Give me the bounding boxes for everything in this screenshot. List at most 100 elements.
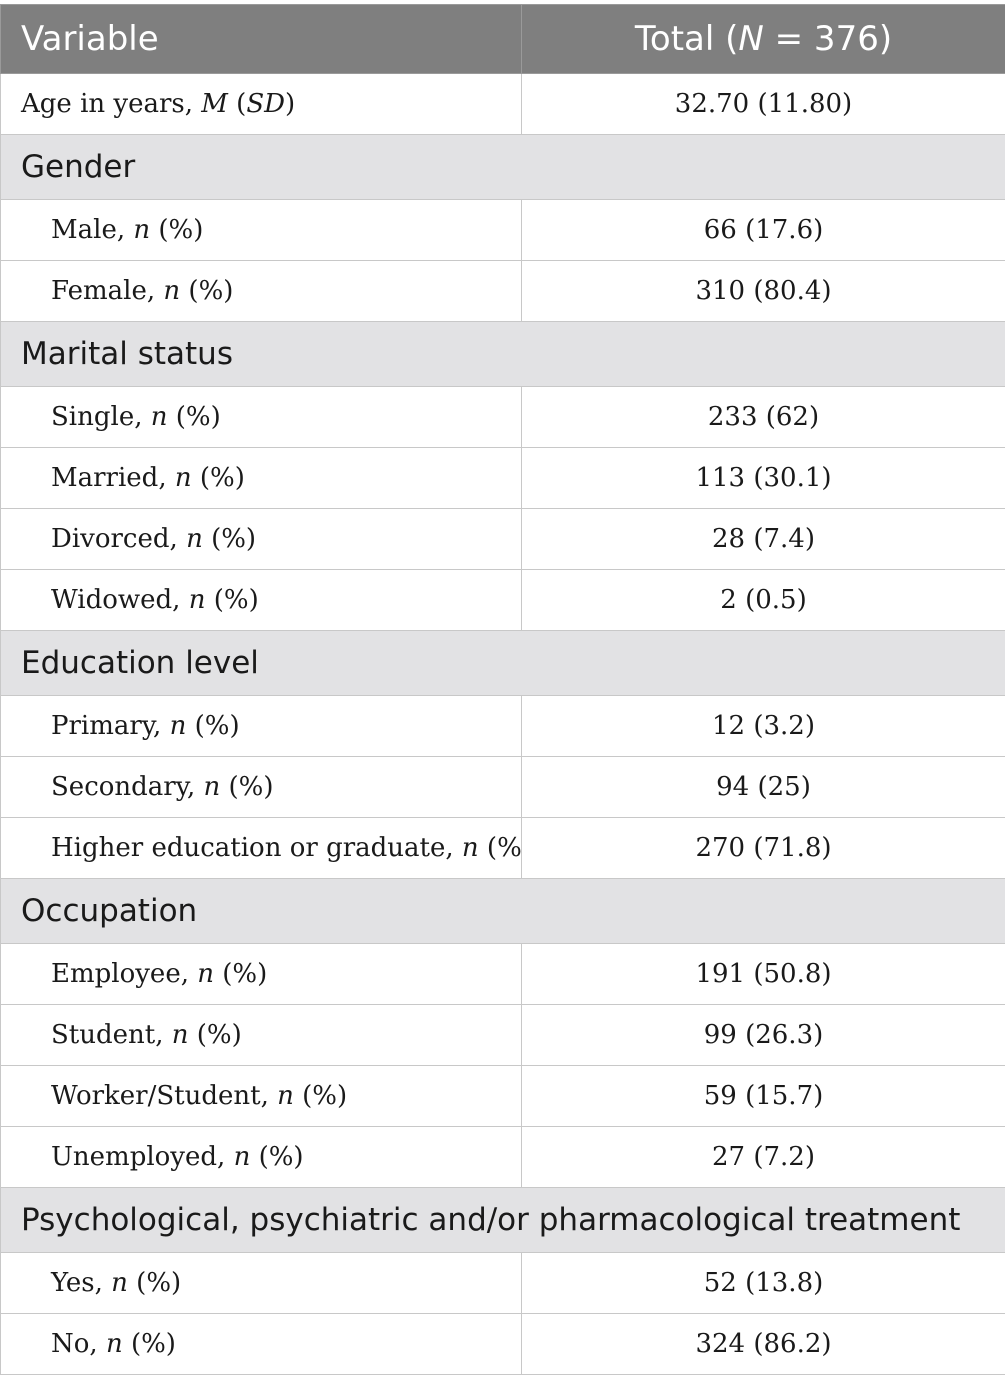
row-value: 113 (30.1) bbox=[521, 447, 1005, 509]
row-stat-n: n bbox=[197, 959, 214, 989]
section-header-row: Marital status bbox=[0, 321, 1005, 387]
row-label: Single, n (%) bbox=[0, 386, 522, 448]
row-value: 324 (86.2) bbox=[521, 1313, 1005, 1375]
row-label-text: No, bbox=[51, 1329, 106, 1359]
row-label: Married, n (%) bbox=[0, 447, 522, 509]
row-label: Divorced, n (%) bbox=[0, 508, 522, 570]
row-stat-pct: (%) bbox=[202, 524, 257, 554]
header-variable: Variable bbox=[0, 4, 522, 74]
row-value: 2 (0.5) bbox=[521, 569, 1005, 631]
row-stat-n: n bbox=[171, 1020, 189, 1050]
table-row: Female, n (%) 310 (80.4) bbox=[0, 260, 1005, 322]
header-total-suffix: = 376) bbox=[763, 19, 893, 59]
table-row: Male, n (%) 66 (17.6) bbox=[0, 199, 1005, 261]
row-value: 94 (25) bbox=[521, 756, 1005, 818]
row-label: Employee, n (%) bbox=[0, 943, 522, 1005]
row-value: 233 (62) bbox=[521, 386, 1005, 448]
row-stat-n: n bbox=[163, 276, 181, 306]
header-row: Variable Total (N = 376) bbox=[0, 4, 1005, 74]
table-row: Higher education or graduate, n (%)270 (… bbox=[0, 817, 1005, 879]
row-stat-pct: (%) bbox=[205, 585, 259, 615]
row-stat-n: n bbox=[169, 711, 187, 741]
row-label: Primary, n (%) bbox=[0, 695, 522, 757]
row-stat-pct: (%) bbox=[250, 1142, 304, 1172]
age-row: Age in years, M (SD) 32.70 (11.80) bbox=[0, 73, 1005, 135]
row-label: Unemployed, n (%) bbox=[0, 1126, 522, 1188]
section-title: Occupation bbox=[0, 878, 1005, 944]
row-stat-n: n bbox=[277, 1081, 294, 1111]
row-value: 59 (15.7) bbox=[521, 1065, 1005, 1127]
row-label: Male, n (%) bbox=[0, 199, 522, 261]
row-value: 99 (26.3) bbox=[521, 1004, 1005, 1066]
table-row: Divorced, n (%) 28 (7.4) bbox=[0, 508, 1005, 570]
row-label-text: Male, bbox=[51, 215, 134, 245]
row-value: 310 (80.4) bbox=[521, 260, 1005, 322]
row-label-text: Primary, bbox=[51, 711, 170, 741]
row-label-text: Married, bbox=[51, 463, 175, 493]
section-header-row: Education level bbox=[0, 630, 1005, 696]
row-stat-pct: (%) bbox=[186, 711, 240, 741]
row-label-text: Secondary, bbox=[51, 772, 204, 802]
table-body: Variable Total (N = 376) Age in years, M… bbox=[0, 4, 1005, 1375]
row-value: 66 (17.6) bbox=[521, 199, 1005, 261]
row-stat-n: n bbox=[203, 772, 221, 802]
row-label-text: Higher education or graduate, bbox=[51, 833, 462, 863]
row-label-text: Employee, bbox=[51, 959, 198, 989]
age-label: Age in years, M (SD) bbox=[0, 73, 522, 135]
row-stat-n: n bbox=[461, 833, 479, 863]
section-header-row: Occupation bbox=[0, 878, 1005, 944]
row-label-text: Worker/Student, bbox=[51, 1081, 278, 1111]
row-value: 27 (7.2) bbox=[521, 1126, 1005, 1188]
row-stat-n: n bbox=[188, 585, 206, 615]
header-total: Total (N = 376) bbox=[521, 4, 1005, 74]
header-total-prefix: Total ( bbox=[634, 19, 739, 59]
row-stat-pct: (%) bbox=[150, 215, 204, 245]
row-value: 191 (50.8) bbox=[521, 943, 1005, 1005]
section-title: Gender bbox=[0, 134, 1005, 200]
row-stat-n: n bbox=[174, 463, 192, 493]
section-header-row: Gender bbox=[0, 134, 1005, 200]
section-title: Education level bbox=[0, 630, 1005, 696]
row-label: Secondary, n (%) bbox=[0, 756, 522, 818]
row-label-text: Unemployed, bbox=[51, 1142, 234, 1172]
row-label: Yes, n (%) bbox=[0, 1252, 522, 1314]
section-title: Marital status bbox=[0, 321, 1005, 387]
table-row: Primary, n (%) 12 (3.2) bbox=[0, 695, 1005, 757]
row-stat-pct: (%) bbox=[180, 276, 234, 306]
row-label-text: Yes, bbox=[51, 1268, 112, 1298]
row-stat-pct: (%) bbox=[167, 402, 221, 432]
table-row: Single, n (%) 233 (62) bbox=[0, 386, 1005, 448]
row-value: 28 (7.4) bbox=[521, 508, 1005, 570]
table-row: Unemployed, n (%) 27 (7.2) bbox=[0, 1126, 1005, 1188]
age-label-text: Age in years, bbox=[21, 89, 202, 119]
table-row: Worker/Student, n (%) 59 (15.7) bbox=[0, 1065, 1005, 1127]
row-label: Worker/Student, n (%) bbox=[0, 1065, 522, 1127]
section-title: Psychological, psychiatric and/or pharma… bbox=[0, 1187, 1005, 1253]
row-stat-n: n bbox=[105, 1329, 123, 1359]
row-label: Student, n (%) bbox=[0, 1004, 522, 1066]
row-label-text: Student, bbox=[51, 1020, 172, 1050]
table-row: Married, n (%) 113 (30.1) bbox=[0, 447, 1005, 509]
table-row: Widowed, n (%) 2 (0.5) bbox=[0, 569, 1005, 631]
age-stat-sd: SD bbox=[246, 89, 285, 119]
row-stat-pct: (%) bbox=[214, 959, 268, 989]
row-stat-n: n bbox=[233, 1142, 251, 1172]
age-stat-open: ( bbox=[227, 89, 247, 119]
row-stat-n: n bbox=[133, 215, 151, 245]
row-label: Widowed, n (%) bbox=[0, 569, 522, 631]
row-stat-n: n bbox=[111, 1268, 128, 1298]
row-stat-n: n bbox=[186, 524, 203, 554]
row-label-text: Female, bbox=[51, 276, 164, 306]
row-value: 270 (71.8) bbox=[521, 817, 1005, 879]
row-label: Female, n (%) bbox=[0, 260, 522, 322]
row-stat-pct: (%) bbox=[191, 463, 245, 493]
table-row: Secondary, n (%) 94 (25) bbox=[0, 756, 1005, 818]
row-stat-pct: (%) bbox=[127, 1268, 182, 1298]
table-row: No, n (%) 324 (86.2) bbox=[0, 1313, 1005, 1375]
row-value: 12 (3.2) bbox=[521, 695, 1005, 757]
section-header-row: Psychological, psychiatric and/or pharma… bbox=[0, 1187, 1005, 1253]
age-value: 32.70 (11.80) bbox=[521, 73, 1005, 135]
row-stat-pct: (%) bbox=[293, 1081, 348, 1111]
row-stat-pct: (%) bbox=[486, 833, 522, 863]
age-stat-m: M bbox=[201, 89, 228, 119]
